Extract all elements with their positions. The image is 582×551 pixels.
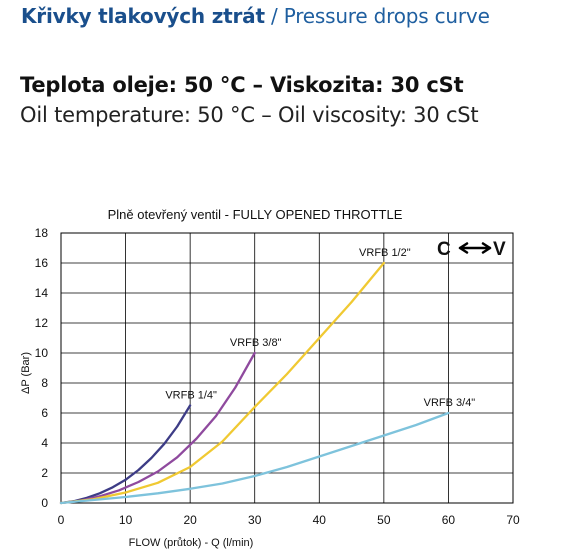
data-point [447,412,450,414]
y-tick-label: 18 [35,226,49,240]
x-axis-label: FLOW (průtok) - Q (l/min) [129,537,254,549]
direction-label-start: C [437,239,451,260]
data-point [156,492,159,495]
y-tick-label: 10 [35,346,49,360]
data-point [98,492,101,495]
series-line [59,351,256,505]
data-point [124,491,127,494]
y-tick-label: 12 [35,316,49,330]
data-point [286,373,288,375]
x-tick-label: 60 [442,513,456,527]
data-point [253,352,256,354]
data-point [350,301,353,303]
data-point [221,482,224,485]
x-tick-label: 70 [506,513,520,527]
oil-conditions-english: Oil temperature: 50 °C – Oil viscosity: … [20,103,479,127]
data-point [286,466,288,468]
data-point [318,455,321,458]
data-point [221,440,224,443]
x-tick-label: 0 [58,513,65,527]
data-point [318,337,321,339]
data-point [253,475,256,477]
data-point [189,404,192,407]
series-lines [59,261,450,505]
y-tick-label: 0 [41,496,48,510]
data-point [156,481,159,484]
data-point [111,486,114,489]
y-tick-label: 2 [41,466,48,480]
tick-labels: 0 10 20 30 40 50 60 70 0 2 4 6 8 10 12 14 16 18 [35,226,520,527]
data-point [415,424,418,426]
title-english: Pressure drops curve [283,4,490,28]
data-point [189,466,192,468]
data-point [137,481,140,483]
data-point [234,386,237,389]
data-point [189,487,192,490]
data-point [150,457,153,459]
data-point [382,262,385,264]
data-point [124,496,127,498]
data-point [253,406,256,408]
y-tick-label: 4 [41,436,48,450]
data-point [137,469,140,471]
chart-title: Plně otevřený ventil - FULLY OPENED THRO… [108,207,403,222]
x-tick-label: 40 [313,513,327,527]
data-point [163,442,166,445]
y-tick-label: 8 [41,376,48,390]
double-arrow-icon [458,242,492,254]
data-point [382,434,385,437]
y-tick-label: 14 [35,286,49,300]
data-point [156,470,159,473]
y-tick-label: 6 [41,406,48,420]
data-point [195,437,198,440]
oil-conditions-czech: Teplota oleje: 50 °C – Viskozita: 30 cSt [20,73,464,97]
series-line [59,411,450,505]
series-label: VRFB 1/2" [359,247,411,259]
y-tick-label: 16 [35,256,49,270]
series-label: VRFB 3/8" [230,337,282,349]
y-axis-label: ΔP (Bar) [20,352,32,394]
series-labels: VRFB 1/4" VRFB 3/8" VRFB 1/2" VRFB 3/4" [165,247,475,409]
title-czech: Křivky tlakových ztrát [21,4,265,28]
page-title: Křivky tlakových ztrát / Pressure drops … [21,4,490,28]
data-point [176,456,179,459]
data-point [118,489,121,492]
x-tick-label: 30 [248,513,262,527]
data-point [176,425,179,428]
plot-frame [60,232,514,504]
x-tick-label: 20 [183,513,197,527]
direction-indicator: C V [437,239,506,260]
data-point [124,478,127,481]
grid [60,232,514,504]
series-label: VRFB 3/4" [424,397,476,409]
x-tick-label: 50 [377,513,391,527]
title-separator: / [264,4,284,28]
series-label: VRFB 1/4" [165,390,217,402]
direction-label-end: V [493,239,506,260]
data-point [60,502,62,504]
x-tick-label: 10 [119,513,133,527]
data-point [350,445,353,447]
data-point [215,415,217,417]
